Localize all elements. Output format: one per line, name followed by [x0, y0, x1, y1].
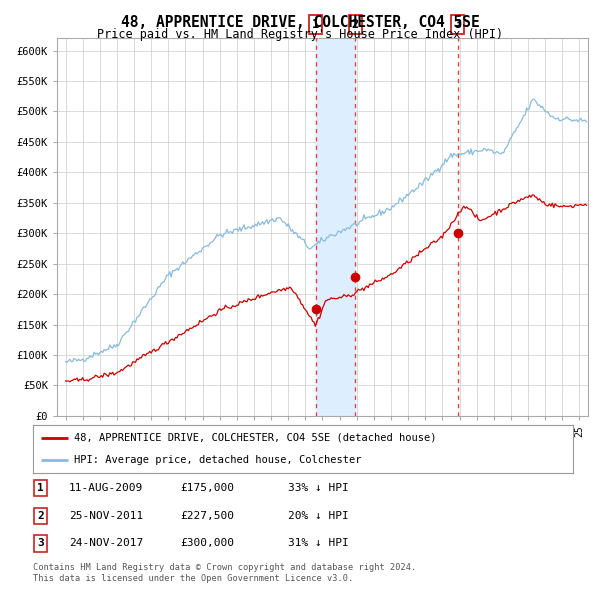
Text: 24-NOV-2017: 24-NOV-2017 [69, 539, 143, 548]
Text: £300,000: £300,000 [180, 539, 234, 548]
Text: Contains HM Land Registry data © Crown copyright and database right 2024.: Contains HM Land Registry data © Crown c… [33, 563, 416, 572]
Text: 20% ↓ HPI: 20% ↓ HPI [288, 511, 349, 520]
Text: 2: 2 [37, 511, 44, 520]
Text: 2: 2 [352, 18, 359, 31]
Text: Price paid vs. HM Land Registry's House Price Index (HPI): Price paid vs. HM Land Registry's House … [97, 28, 503, 41]
Text: 48, APPRENTICE DRIVE, COLCHESTER, CO4 5SE: 48, APPRENTICE DRIVE, COLCHESTER, CO4 5S… [121, 15, 479, 30]
Bar [316, 38, 355, 416]
Text: 33% ↓ HPI: 33% ↓ HPI [288, 483, 349, 493]
Text: HPI: Average price, detached house, Colchester: HPI: Average price, detached house, Colc… [74, 455, 361, 465]
Text: 25-NOV-2011: 25-NOV-2011 [69, 511, 143, 520]
Text: 1: 1 [312, 18, 319, 31]
Text: £175,000: £175,000 [180, 483, 234, 493]
Text: 11-AUG-2009: 11-AUG-2009 [69, 483, 143, 493]
Text: 31% ↓ HPI: 31% ↓ HPI [288, 539, 349, 548]
Text: £227,500: £227,500 [180, 511, 234, 520]
Text: 1: 1 [37, 483, 44, 493]
Text: This data is licensed under the Open Government Licence v3.0.: This data is licensed under the Open Gov… [33, 573, 353, 582]
Text: 3: 3 [37, 539, 44, 548]
Text: 48, APPRENTICE DRIVE, COLCHESTER, CO4 5SE (detached house): 48, APPRENTICE DRIVE, COLCHESTER, CO4 5S… [74, 433, 436, 443]
Text: 3: 3 [454, 18, 461, 31]
